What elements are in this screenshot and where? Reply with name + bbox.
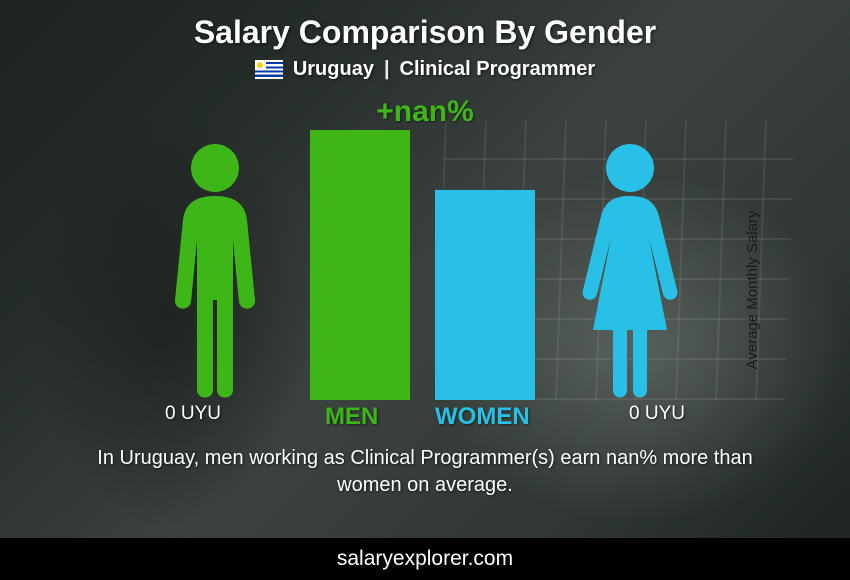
men-bar [310, 130, 410, 400]
y-axis-label: Average Monthly Salary [744, 211, 761, 370]
percent-difference-label: +nan% [376, 95, 474, 129]
men-salary-value: 0 UYU [165, 403, 221, 425]
job-label: Clinical Programmer [400, 58, 596, 81]
infographic-container: Salary Comparison By Gender Uruguay | Cl… [0, 0, 850, 580]
subtitle-row: Uruguay | Clinical Programmer [0, 58, 850, 81]
country-label: Uruguay [293, 58, 374, 81]
bottom-labels: 0 UYU MEN WOMEN 0 UYU [145, 403, 705, 433]
women-salary-value: 0 UYU [629, 403, 685, 425]
separator: | [384, 58, 390, 81]
women-label: WOMEN [435, 403, 530, 431]
chart-area: +nan% 0 UYU MEN WOMEN 0 UYU [145, 95, 705, 435]
footer-attribution: salaryexplorer.com [0, 538, 850, 580]
woman-icon [565, 140, 695, 400]
page-title: Salary Comparison By Gender [0, 14, 850, 51]
description-text: In Uruguay, men working as Clinical Prog… [75, 445, 775, 499]
uruguay-flag-icon [255, 60, 283, 79]
women-bar [435, 190, 535, 400]
men-label: MEN [325, 403, 378, 431]
man-icon [155, 140, 275, 400]
